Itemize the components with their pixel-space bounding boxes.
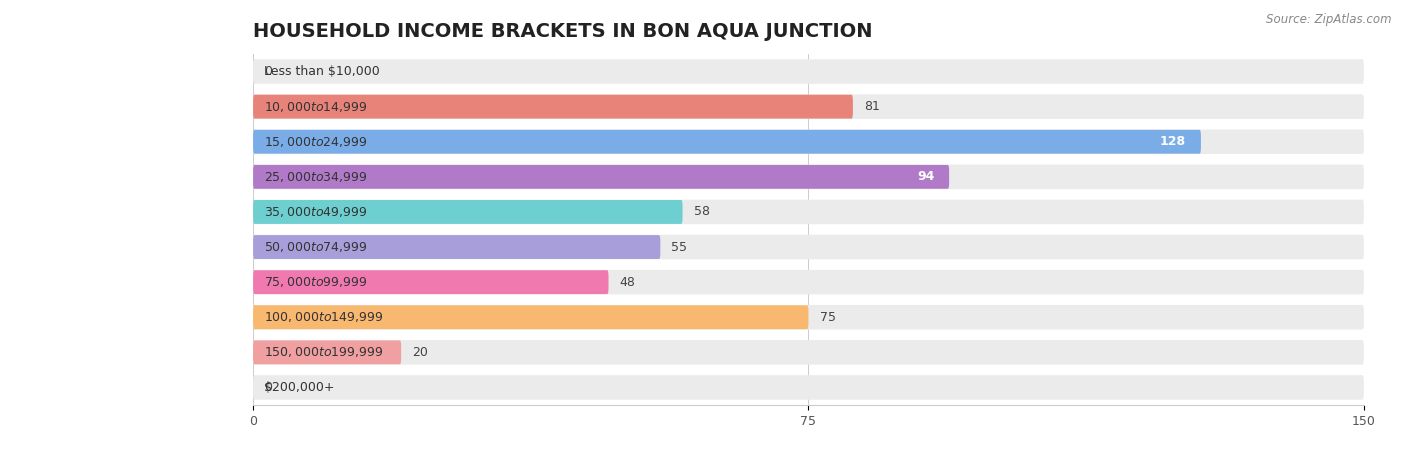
FancyBboxPatch shape (253, 165, 1364, 189)
Text: 20: 20 (412, 346, 429, 359)
Text: Source: ZipAtlas.com: Source: ZipAtlas.com (1267, 14, 1392, 27)
FancyBboxPatch shape (253, 270, 1364, 294)
Text: $200,000+: $200,000+ (264, 381, 335, 394)
Text: 75: 75 (820, 311, 835, 324)
Text: $75,000 to $99,999: $75,000 to $99,999 (264, 275, 368, 289)
FancyBboxPatch shape (253, 200, 682, 224)
FancyBboxPatch shape (253, 94, 1364, 119)
Text: 0: 0 (264, 381, 273, 394)
Text: 0: 0 (264, 65, 273, 78)
FancyBboxPatch shape (253, 130, 1364, 154)
FancyBboxPatch shape (253, 165, 949, 189)
Text: 55: 55 (672, 241, 688, 253)
FancyBboxPatch shape (253, 340, 401, 364)
Text: 48: 48 (620, 276, 636, 288)
Text: $50,000 to $74,999: $50,000 to $74,999 (264, 240, 368, 254)
Text: $25,000 to $34,999: $25,000 to $34,999 (264, 170, 368, 184)
Text: 94: 94 (917, 171, 935, 183)
FancyBboxPatch shape (253, 340, 1364, 364)
FancyBboxPatch shape (253, 270, 609, 294)
FancyBboxPatch shape (253, 235, 661, 259)
FancyBboxPatch shape (253, 94, 853, 119)
FancyBboxPatch shape (253, 305, 808, 329)
Text: $100,000 to $149,999: $100,000 to $149,999 (264, 310, 384, 324)
FancyBboxPatch shape (253, 305, 1364, 329)
Text: 81: 81 (863, 100, 880, 113)
Text: $10,000 to $14,999: $10,000 to $14,999 (264, 99, 368, 114)
FancyBboxPatch shape (253, 130, 1201, 154)
Text: HOUSEHOLD INCOME BRACKETS IN BON AQUA JUNCTION: HOUSEHOLD INCOME BRACKETS IN BON AQUA JU… (253, 22, 873, 41)
Text: $15,000 to $24,999: $15,000 to $24,999 (264, 135, 368, 149)
FancyBboxPatch shape (253, 235, 1364, 259)
Text: Less than $10,000: Less than $10,000 (264, 65, 380, 78)
Text: 128: 128 (1160, 135, 1187, 148)
Text: $150,000 to $199,999: $150,000 to $199,999 (264, 345, 384, 360)
FancyBboxPatch shape (253, 59, 1364, 84)
Text: $35,000 to $49,999: $35,000 to $49,999 (264, 205, 368, 219)
FancyBboxPatch shape (253, 375, 1364, 400)
Text: 58: 58 (693, 206, 710, 218)
FancyBboxPatch shape (253, 200, 1364, 224)
